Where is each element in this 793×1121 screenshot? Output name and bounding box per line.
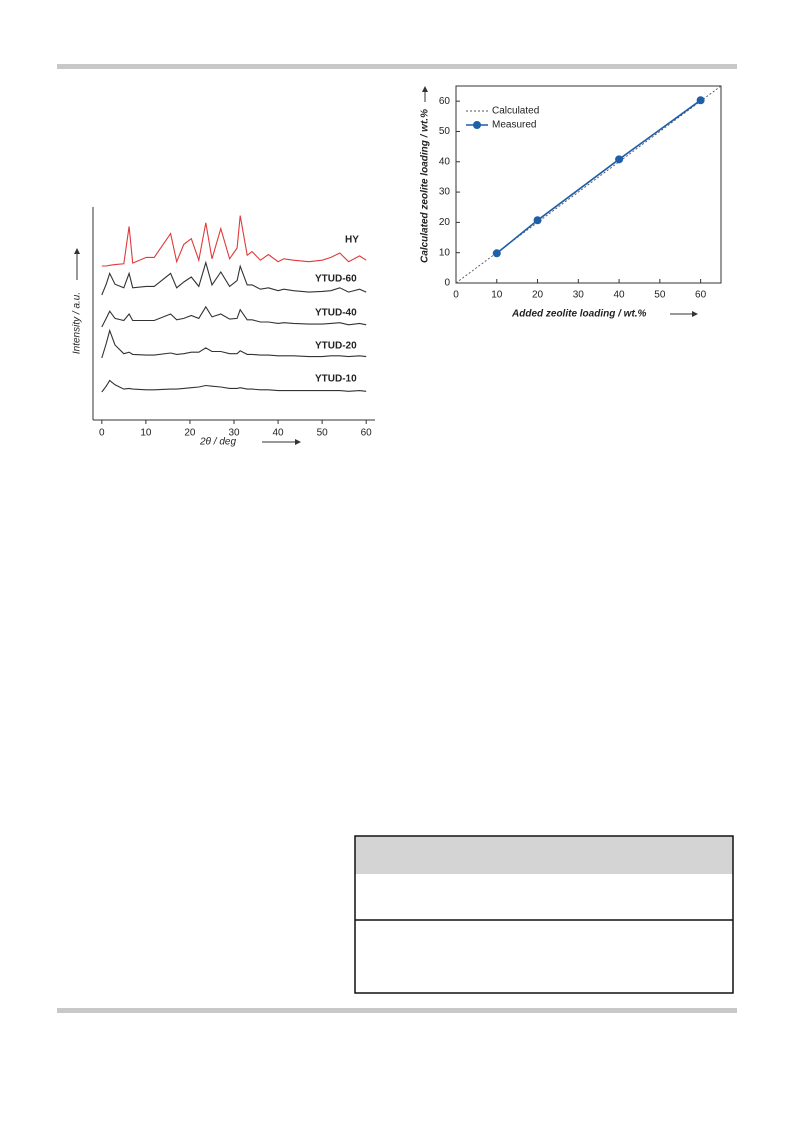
x-tick-label: 10 [491,290,503,301]
x-arrowhead [692,311,698,317]
y-axis-label: Calculated zeolite loading / wt.% [420,109,431,263]
series-label: YTUD-20 [315,341,357,352]
pattern-line [101,328,367,359]
x-tick-label: 50 [654,290,666,301]
x-tick-label: 0 [99,428,105,439]
series-label: YTUD-10 [315,374,357,385]
x-tick-label: 60 [361,428,373,439]
footer-rule [57,1008,737,1013]
loading-chart: 0 10 20 30 40 50 60 0 10 20 30 40 50 60 Added zeolite … [420,85,722,320]
x-tick-label: 50 [317,428,329,439]
data-point [696,96,705,105]
y-arrowhead [74,248,80,254]
x-arrowhead [295,439,301,445]
legend-marker [473,121,481,129]
table-header [355,836,733,874]
y-tick-label: 50 [439,126,451,137]
y-tick-label: 10 [439,247,451,258]
x-tick-label: 0 [453,290,459,301]
x-tick-label: 60 [695,290,707,301]
series-line [455,85,722,284]
x-tick-label: 30 [573,290,585,301]
x-tick-label: 10 [140,428,152,439]
y-tick-label: 20 [439,217,451,228]
data-point [615,155,624,164]
data-point [533,216,542,225]
y-tick-label: 30 [439,187,451,198]
pattern-line [101,260,367,296]
series-line [496,99,702,254]
x-axis-label: 2θ / deg [199,437,236,448]
x-tick-label: 20 [532,290,544,301]
y-axis-label: Intensity / a.u. [72,292,83,354]
table-border [354,835,734,994]
y-tick-label: 0 [444,278,450,289]
y-tick-label: 60 [439,96,451,107]
x-axis-label: Added zeolite loading / wt.% [511,309,647,320]
x-tick-label: 40 [614,290,626,301]
header-rule [57,64,737,69]
xrd-chart: 0 10 20 30 40 50 60 2θ / deg Intensity / a.u. HY Y… [72,207,375,448]
legend-label: Calculated [492,106,539,117]
table [354,835,734,994]
series-label: YTUD-40 [315,308,357,319]
pattern-line [101,305,367,328]
plot-frame [455,85,722,284]
y-tick-label: 40 [439,156,451,167]
pattern-line [101,215,367,267]
x-tick-label: 30 [228,428,240,439]
x-tick-label: 20 [184,428,196,439]
y-arrowhead [422,86,428,92]
pattern-line [101,379,367,393]
x-tick-label: 40 [273,428,285,439]
data-point [492,249,501,258]
series-label: HY [345,235,359,246]
legend-label: Measured [492,120,536,131]
series-label: YTUD-60 [315,274,357,285]
